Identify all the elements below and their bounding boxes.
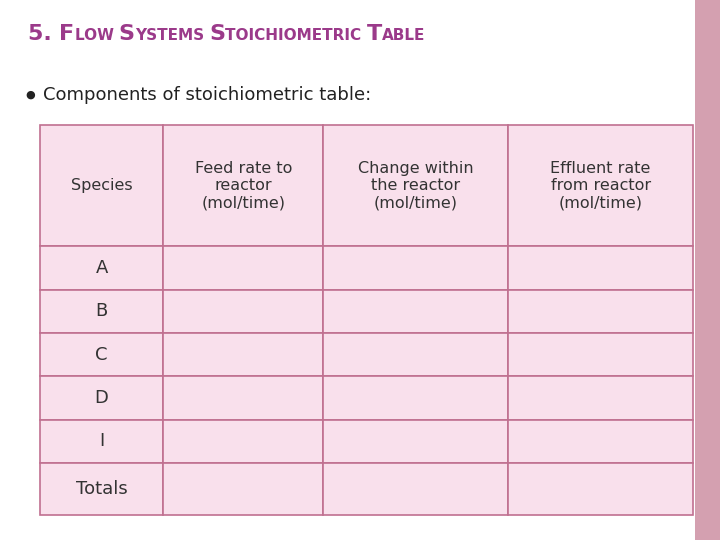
Bar [163,246,323,289]
Bar [163,463,323,515]
Text: I: I [99,433,104,450]
Text: ●: ● [25,90,35,100]
Text: T: T [366,24,382,44]
Bar [323,463,508,515]
Bar [508,463,693,515]
Text: C: C [95,346,108,363]
Bar [323,289,508,333]
Bar [163,333,323,376]
Bar [508,376,693,420]
Text: Species: Species [71,178,132,193]
Bar [323,376,508,420]
Text: Change within
the reactor
(mol/time): Change within the reactor (mol/time) [358,161,474,211]
Text: 5.: 5. [28,24,60,44]
Text: YSTEMS: YSTEMS [135,28,210,43]
Bar [40,463,163,515]
Text: LOW: LOW [75,28,119,43]
Bar [323,420,508,463]
Text: S: S [210,24,225,44]
Text: S: S [119,24,135,44]
Bar [163,125,323,246]
Bar [695,0,720,540]
Text: B: B [96,302,108,320]
Bar [508,125,693,246]
Bar [163,376,323,420]
Text: Feed rate to
reactor
(mol/time): Feed rate to reactor (mol/time) [194,161,292,211]
Bar [40,125,163,246]
Text: A: A [96,259,108,277]
Text: TOICHIOMETRIC: TOICHIOMETRIC [225,28,366,43]
Bar [40,289,163,333]
Bar [323,125,508,246]
Bar [508,246,693,289]
Text: Effluent rate
from reactor
(mol/time): Effluent rate from reactor (mol/time) [550,161,651,211]
Bar [323,246,508,289]
Bar [40,420,163,463]
Bar [508,333,693,376]
Text: Components of stoichiometric table:: Components of stoichiometric table: [43,86,372,104]
Bar [508,420,693,463]
Bar [40,246,163,289]
Text: F: F [60,24,75,44]
Bar [163,289,323,333]
Bar [40,376,163,420]
Bar [508,289,693,333]
Text: Totals: Totals [76,480,127,498]
Text: D: D [94,389,109,407]
Text: ABLE: ABLE [382,28,426,43]
Bar [40,333,163,376]
Bar [163,420,323,463]
Bar [323,333,508,376]
